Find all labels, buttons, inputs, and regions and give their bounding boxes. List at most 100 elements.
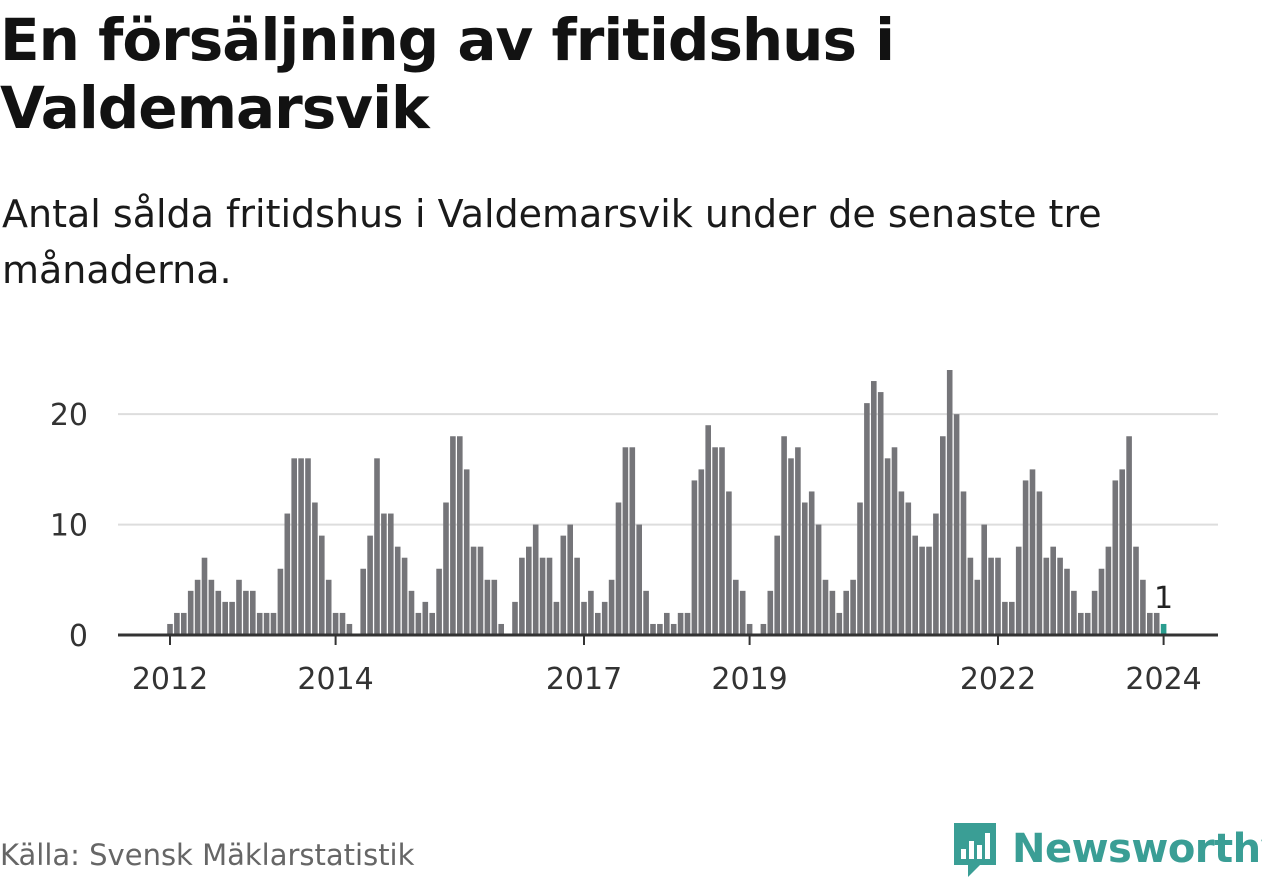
- bar: [312, 502, 318, 635]
- bar: [1015, 546, 1022, 635]
- bar: [995, 557, 1001, 635]
- bar: [684, 612, 691, 635]
- bar: [181, 612, 187, 635]
- bar: [1043, 557, 1050, 635]
- bar: [1057, 557, 1063, 635]
- bar: [1153, 612, 1160, 635]
- bar: [871, 381, 877, 635]
- bar: [305, 458, 311, 635]
- bar: [236, 579, 242, 635]
- bar: [712, 447, 718, 635]
- bar: [1105, 546, 1112, 635]
- bar: [1050, 546, 1056, 635]
- bar: [1084, 612, 1091, 635]
- bar: [719, 447, 725, 635]
- bar: [187, 590, 194, 635]
- bar: [408, 590, 415, 635]
- bar: [1140, 579, 1146, 635]
- bar: [698, 469, 705, 636]
- grid-layer: [118, 413, 1218, 526]
- bar: [1147, 612, 1153, 635]
- bar: [940, 436, 946, 635]
- bar: [270, 612, 277, 635]
- bar: [581, 601, 587, 636]
- bar: [208, 579, 215, 635]
- bar: [760, 623, 767, 635]
- bar: [622, 447, 629, 635]
- bar: [857, 502, 863, 635]
- bar: [815, 524, 822, 635]
- bar: [905, 502, 912, 635]
- bar: [877, 392, 884, 635]
- bar: [277, 568, 284, 635]
- y-tick-label: 0: [69, 619, 88, 654]
- chart-subtitle: Antal sålda fritidshus i Valdemarsvik un…: [2, 192, 1102, 292]
- bar: [539, 557, 546, 635]
- bar: [1098, 568, 1105, 635]
- bar: [608, 579, 615, 635]
- bar: [1009, 601, 1015, 636]
- bar: [256, 612, 263, 635]
- axis-layer: [118, 633, 1218, 645]
- bar: [981, 524, 987, 635]
- bar-highlight: [1160, 623, 1167, 635]
- bar: [512, 601, 518, 636]
- bar: [946, 370, 953, 635]
- bar: [802, 502, 808, 635]
- bar: [795, 447, 801, 635]
- bar: [850, 579, 856, 635]
- bar: [436, 568, 442, 635]
- bar: [546, 557, 553, 635]
- bar: [657, 623, 663, 635]
- bar: [912, 535, 918, 636]
- bar: [484, 579, 491, 635]
- bar: [532, 524, 539, 635]
- bar: [443, 502, 449, 635]
- bar: [422, 601, 429, 636]
- bar: [1022, 480, 1029, 635]
- x-tick-label: 2014: [297, 662, 373, 697]
- bar: [457, 436, 463, 635]
- bar: [843, 590, 849, 635]
- y-tick-label: 20: [50, 398, 88, 433]
- bar: [526, 546, 532, 635]
- bar: [588, 590, 594, 635]
- bar: [739, 590, 746, 635]
- bar-chart: 0 10 20 2012 2014 2017 2019 2022 2024 1: [50, 370, 1218, 697]
- bar: [822, 579, 829, 635]
- brand-name: Newsworthy: [1012, 826, 1262, 872]
- bar: [401, 557, 408, 635]
- bar: [215, 590, 222, 635]
- bar: [339, 612, 346, 635]
- bar: [367, 535, 373, 636]
- bar: [477, 546, 484, 635]
- bar: [788, 458, 794, 635]
- bar: [1064, 568, 1070, 635]
- bar: [643, 590, 649, 635]
- bar: [553, 601, 560, 636]
- bar: [953, 414, 960, 635]
- bar: [919, 546, 925, 635]
- bar: [388, 513, 394, 635]
- bar: [1036, 491, 1043, 635]
- bar: [374, 458, 380, 635]
- bar: [974, 579, 981, 635]
- bar: [836, 612, 843, 635]
- bar: [1112, 480, 1119, 635]
- bar: [332, 612, 339, 635]
- bar: [1119, 469, 1125, 636]
- bar: [470, 546, 477, 635]
- bar: [560, 535, 567, 636]
- bar: [491, 579, 498, 635]
- bar: [960, 491, 967, 635]
- bar: [629, 447, 636, 635]
- bar: [167, 623, 173, 635]
- newsworthy-logo[interactable]: Newsworthy: [950, 818, 1262, 880]
- bar: [1091, 590, 1098, 635]
- bar: [174, 612, 180, 635]
- bar: [229, 601, 235, 636]
- bar: [463, 469, 470, 636]
- bar: [1029, 469, 1036, 636]
- bar: [567, 524, 573, 635]
- bar: [1133, 546, 1139, 635]
